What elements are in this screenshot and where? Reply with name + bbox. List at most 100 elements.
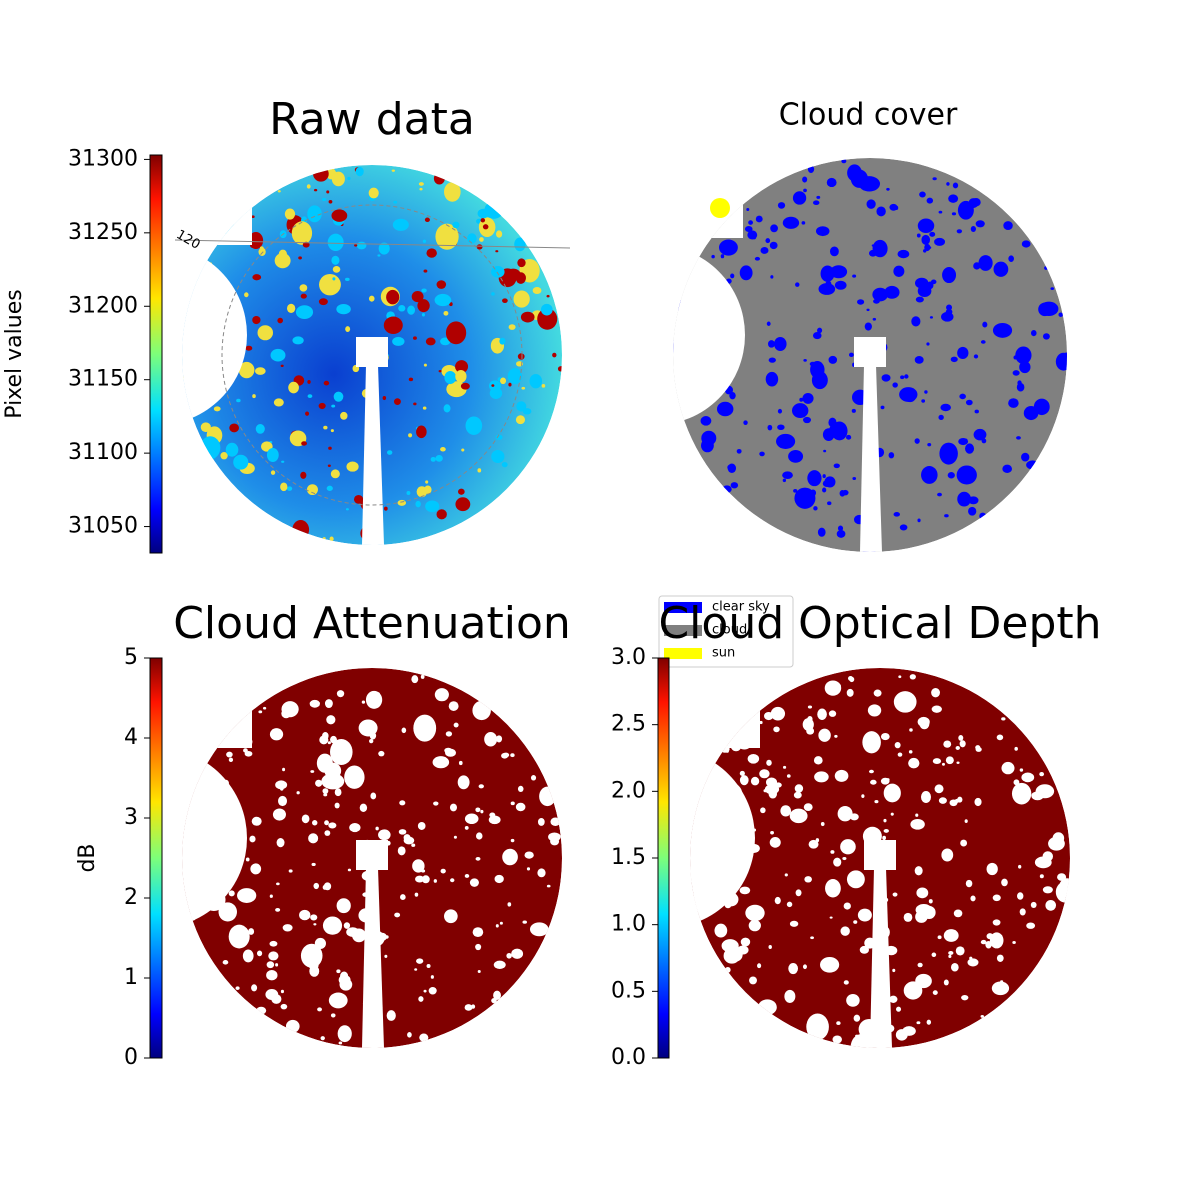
cloud-blob: [461, 448, 465, 452]
cloud-blob: [722, 485, 732, 494]
cloud-blob: [436, 509, 447, 520]
cloud-blob: [331, 171, 345, 187]
cloud-blob: [1055, 881, 1070, 903]
cloud-blob: [917, 716, 930, 727]
cloud-blob: [378, 829, 391, 841]
cloud-blob: [252, 315, 261, 325]
cloud-blob: [450, 878, 455, 883]
cloud-blob: [968, 496, 979, 505]
cloud-blob: [557, 366, 562, 372]
cloud-blob: [318, 402, 326, 410]
cloud-blob: [478, 784, 484, 789]
cloud-blob: [458, 760, 463, 766]
cloud-blob: [1011, 782, 1032, 805]
cloud-blob: [921, 399, 926, 403]
colorbar: [149, 154, 163, 554]
cloud-blob: [299, 284, 308, 292]
cloud-blob: [828, 417, 837, 428]
cloud-blob: [765, 371, 779, 387]
mask-box: [864, 840, 896, 870]
cloud-blob: [225, 442, 239, 457]
cloud-blob: [336, 969, 341, 974]
cloud-blob: [520, 311, 535, 323]
cloud-blob: [802, 718, 814, 731]
cloud-blob: [914, 866, 923, 876]
cloud-blob: [1023, 406, 1039, 421]
cloud-blob: [899, 524, 908, 531]
cloud-blob: [946, 182, 950, 186]
cloud-blob: [837, 525, 844, 532]
cloud-blob: [883, 783, 901, 803]
cloud-blob: [266, 970, 278, 981]
cloud-blob: [455, 360, 469, 374]
cloud-blob: [880, 777, 890, 785]
cloud-blob: [782, 471, 793, 480]
cloud-blob: [960, 479, 967, 484]
cloud-blob: [500, 377, 507, 385]
cloud-blob: [992, 919, 1001, 926]
cloud-blob: [476, 244, 483, 250]
cloud-blob: [273, 398, 284, 407]
cloud-blob: [464, 813, 479, 825]
cloud-blob: [975, 745, 981, 750]
cloud-blob: [515, 802, 526, 812]
cloud-blob: [517, 353, 525, 360]
cloud-blob: [266, 448, 279, 463]
cloud-blob: [774, 336, 787, 352]
cloud-blob: [914, 356, 924, 364]
cloud-blob: [837, 806, 853, 822]
cloud-blob: [765, 238, 771, 244]
cloud-blob: [828, 710, 837, 717]
cloud-blob: [418, 996, 424, 1002]
cloud-blob: [833, 857, 842, 867]
cloud-blob: [343, 922, 351, 929]
cloud-blob: [769, 837, 781, 848]
cloud-blob: [269, 894, 273, 898]
cloud-blob: [510, 838, 515, 843]
cloud-blob: [278, 795, 288, 807]
cloud-blob: [378, 750, 385, 757]
cloud-blob: [322, 884, 328, 890]
cloud-blob: [846, 993, 860, 1007]
cloud-blob: [770, 706, 786, 721]
cloud-blob: [495, 735, 503, 743]
cloud-blob: [280, 1003, 288, 1010]
cloud-blob: [258, 710, 263, 714]
cloud-blob: [980, 939, 987, 945]
mask-notch: [673, 245, 745, 425]
cloud-blob: [802, 176, 808, 183]
cloud-blob: [944, 514, 949, 518]
cloud-blob: [334, 1000, 338, 1004]
mask-notch: [690, 748, 755, 928]
cloud-blob: [946, 304, 953, 311]
cloud-blob: [383, 316, 403, 335]
cloud-blob: [973, 354, 979, 359]
cloud-blob: [508, 382, 512, 387]
cloud-blob: [284, 208, 296, 220]
cloud-blob: [1044, 266, 1048, 270]
cloud-blob: [398, 829, 407, 835]
cloud-blob: [338, 1041, 343, 1045]
cloud-blob: [750, 776, 760, 786]
cloud-blob: [453, 722, 459, 728]
cloud-blob: [926, 1019, 932, 1025]
cloud-blob: [433, 172, 445, 185]
cloud-blob: [537, 868, 546, 878]
cloud-blob: [310, 914, 318, 921]
cloud-blob: [820, 821, 825, 827]
cloud-blob: [443, 310, 449, 316]
cloud-blob: [314, 937, 326, 949]
cloud-blob: [845, 434, 852, 440]
cloud-blob: [803, 188, 807, 193]
cloud-blob: [970, 895, 976, 902]
cloud-blob: [425, 337, 436, 346]
cloud-blob: [968, 506, 977, 516]
cloud-blob: [846, 688, 854, 697]
cloud-blob: [301, 441, 307, 446]
cloud-blob: [948, 194, 959, 203]
cloud-blob: [274, 253, 291, 269]
cloud-blob: [361, 700, 366, 704]
cloud-blob: [727, 463, 737, 473]
tick-label: 1.0: [611, 912, 646, 937]
cloud-blob: [321, 773, 345, 790]
